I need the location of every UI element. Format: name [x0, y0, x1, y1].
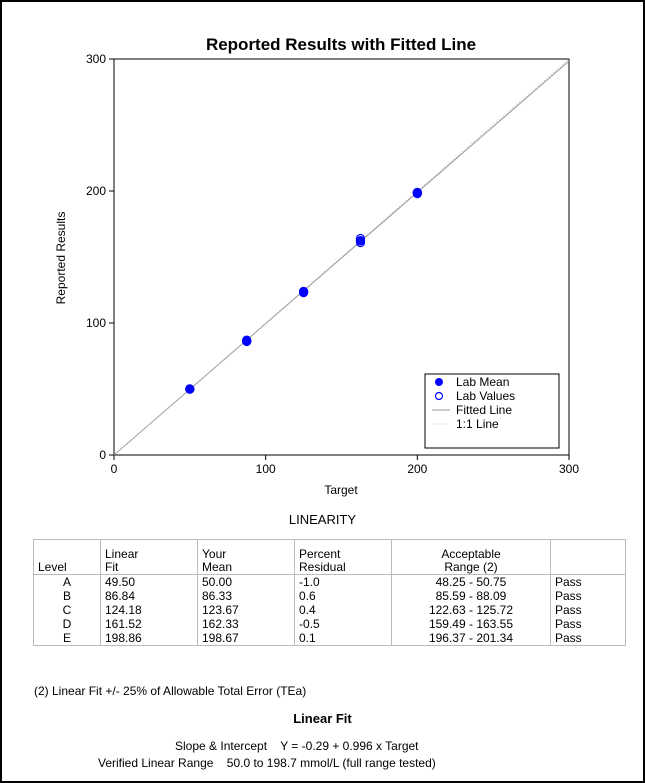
cell-linear-fit: 49.50 [100, 574, 198, 589]
cell-level: A [33, 574, 101, 589]
cell-your-mean: 123.67 [197, 603, 295, 617]
scatter-chart: Reported Results with Fitted Line 0 100 20… [54, 35, 579, 497]
linear-range-row: Verified Linear Range 50.0 to 198.7 mmol… [98, 756, 436, 770]
cell-linear-fit: 86.84 [100, 589, 198, 603]
cell-level: B [33, 589, 101, 603]
x-axis-label: Target [324, 483, 358, 497]
table-row: A 49.50 50.00 -1.0 48.25 - 50.75 Pass [33, 574, 626, 589]
y-axis-label: Reported Results [54, 212, 68, 305]
cell-percent-residual: 0.1 [294, 631, 392, 646]
cell-your-mean: 162.33 [197, 617, 295, 631]
cell-percent-residual: 0.4 [294, 603, 392, 617]
linear-range-label: Verified Linear Range [98, 756, 214, 770]
legend-label-lab-values: Lab Values [456, 389, 515, 403]
slope-intercept-value: Y = -0.29 + 0.996 x Target [280, 739, 419, 753]
header-acceptable-range: Acceptable Range (2) [391, 539, 551, 575]
legend-box [424, 373, 560, 449]
y-tick-label: 300 [86, 52, 106, 66]
lab-value-point [412, 187, 422, 197]
chart-title: Reported Results with Fitted Line [206, 35, 476, 54]
linear-range-value: 50.0 to 198.7 mmol/L (full range tested) [226, 756, 436, 770]
lab-value-point [185, 384, 195, 394]
header-linear-fit: Linear Fit [100, 539, 198, 575]
x-tick-label: 300 [559, 462, 579, 476]
linear-fit-title: Linear Fit [293, 711, 352, 726]
y-tick-label: 200 [86, 184, 106, 198]
x-tick-label: 100 [256, 462, 276, 476]
cell-level: E [33, 631, 101, 646]
cell-status: Pass [550, 617, 626, 631]
header-status [550, 539, 626, 575]
linearity-table: Level Linear Fit Your Mean Percent Residual… [33, 539, 626, 646]
cell-status: Pass [550, 631, 626, 646]
cell-percent-residual: -1.0 [294, 574, 392, 589]
cell-status: Pass [550, 589, 626, 603]
legend-label-lab-mean: Lab Mean [456, 375, 509, 389]
cell-linear-fit: 161.52 [100, 617, 198, 631]
cell-linear-fit: 198.86 [100, 631, 198, 646]
cell-acceptable-range: 85.59 - 88.09 [391, 589, 551, 603]
slope-intercept-label: Slope & Intercept [175, 739, 268, 753]
legend-swatch-lab-values [434, 391, 444, 401]
legend-label-fitted-line: Fitted Line [456, 403, 512, 417]
legend-swatch-lab-mean [435, 378, 443, 386]
cell-level: C [33, 603, 101, 617]
cell-level: D [33, 617, 101, 631]
cell-your-mean: 50.00 [197, 574, 295, 589]
lab-value-point [242, 335, 252, 345]
lab-value-point [355, 237, 366, 248]
table-row: B 86.84 86.33 0.6 85.59 - 88.09 Pass [33, 589, 626, 603]
plot-area [113, 58, 570, 456]
lab-value-point [298, 286, 309, 296]
slope-intercept-row: Slope & Intercept Y = -0.29 + 0.996 x Ta… [175, 739, 419, 753]
table-row: E 198.86 198.67 0.1 196.37 - 201.34 Pass [33, 631, 626, 646]
y-tick-label: 0 [99, 448, 106, 462]
cell-acceptable-range: 122.63 - 125.72 [391, 603, 551, 617]
cell-acceptable-range: 159.49 - 163.55 [391, 617, 551, 631]
cell-percent-residual: 0.6 [294, 589, 392, 603]
x-tick-label: 200 [407, 462, 427, 476]
header-your-mean: Your Mean [197, 539, 295, 575]
table-header-row: Level Linear Fit Your Mean Percent Residual… [33, 539, 626, 575]
cell-percent-residual: -0.5 [294, 617, 392, 631]
x-tick-label: 0 [111, 462, 118, 476]
linearity-title: LINEARITY [288, 512, 357, 527]
cell-status: Pass [550, 574, 626, 589]
cell-acceptable-range: 48.25 - 50.75 [391, 574, 551, 589]
cell-acceptable-range: 196.37 - 201.34 [391, 631, 551, 646]
table-footnote: (2) Linear Fit +/- 25% of Allowable Tota… [34, 684, 307, 698]
cell-status: Pass [550, 603, 626, 617]
header-level: Level [33, 539, 101, 575]
table-row: D 161.52 162.33 -0.5 159.49 - 163.55 Pas… [33, 617, 626, 631]
cell-your-mean: 86.33 [197, 589, 295, 603]
cell-your-mean: 198.67 [197, 631, 295, 646]
data-points [185, 187, 423, 394]
legend-label-1-1-line: 1:1 Line [456, 417, 499, 431]
axis-ticks: 0 100 200 300 0 100 200 300 [86, 52, 579, 476]
header-percent-residual: Percent Residual [294, 539, 392, 575]
table-row: C 124.18 123.67 0.4 122.63 - 125.72 Pass [33, 603, 626, 617]
cell-linear-fit: 124.18 [100, 603, 198, 617]
y-tick-label: 100 [86, 316, 106, 330]
lab-value-point [355, 233, 366, 244]
